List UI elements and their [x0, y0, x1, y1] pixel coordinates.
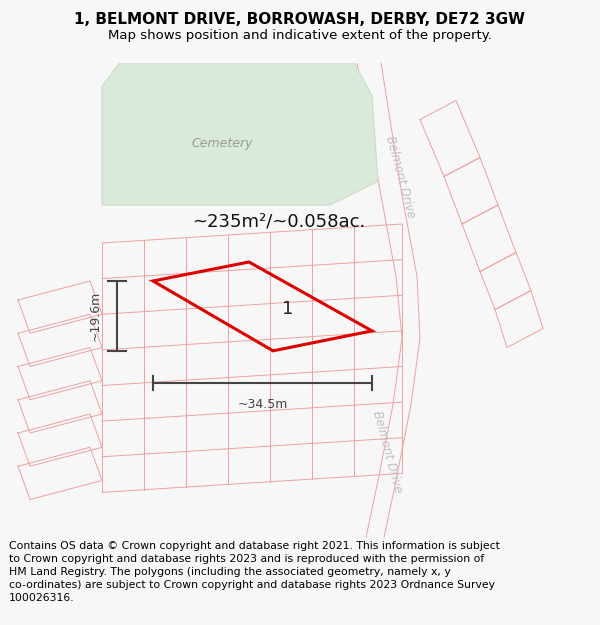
- Text: 1, BELMONT DRIVE, BORROWASH, DERBY, DE72 3GW: 1, BELMONT DRIVE, BORROWASH, DERBY, DE72…: [74, 12, 526, 27]
- Text: ~34.5m: ~34.5m: [238, 398, 287, 411]
- Text: ~19.6m: ~19.6m: [89, 291, 102, 341]
- Text: Cemetery: Cemetery: [191, 137, 253, 150]
- Text: Belmont Drive: Belmont Drive: [370, 409, 404, 494]
- Text: 1: 1: [283, 301, 293, 319]
- Text: ~235m²/~0.058ac.: ~235m²/~0.058ac.: [192, 213, 365, 231]
- Text: Map shows position and indicative extent of the property.: Map shows position and indicative extent…: [108, 29, 492, 41]
- Text: Contains OS data © Crown copyright and database right 2021. This information is : Contains OS data © Crown copyright and d…: [9, 541, 500, 603]
- Text: Belmont Drive: Belmont Drive: [383, 134, 418, 219]
- Polygon shape: [102, 62, 378, 205]
